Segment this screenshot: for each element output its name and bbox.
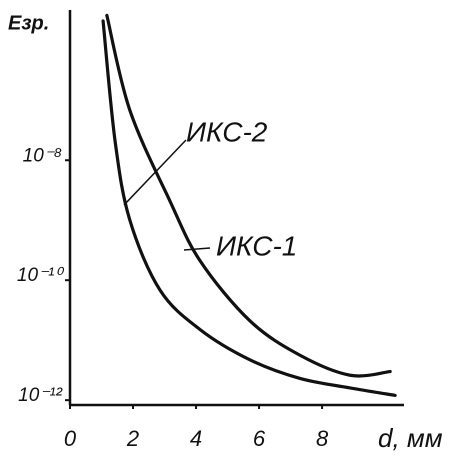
series-label: ИКС-2 [186, 116, 268, 147]
x-tick-label: 2 [126, 426, 139, 451]
leader-line [123, 139, 187, 206]
y-axis-label: Eзр. [8, 12, 49, 34]
x-axis-label: d, мм [378, 423, 443, 453]
leader-line [183, 247, 211, 251]
y-tick-label: 10⁻⁸ [23, 145, 62, 166]
x-tick-label: 6 [253, 426, 266, 451]
series-label: ИКС-1 [216, 230, 297, 261]
x-tick-label: 0 [64, 426, 77, 451]
x-tick-label: 4 [190, 426, 202, 451]
x-tick-label: 8 [316, 426, 329, 451]
curve [101, 19, 397, 397]
curve [105, 13, 392, 378]
y-tick-label: 10⁻¹² [18, 385, 62, 406]
y-tick-label: 10⁻¹⁰ [17, 265, 64, 286]
